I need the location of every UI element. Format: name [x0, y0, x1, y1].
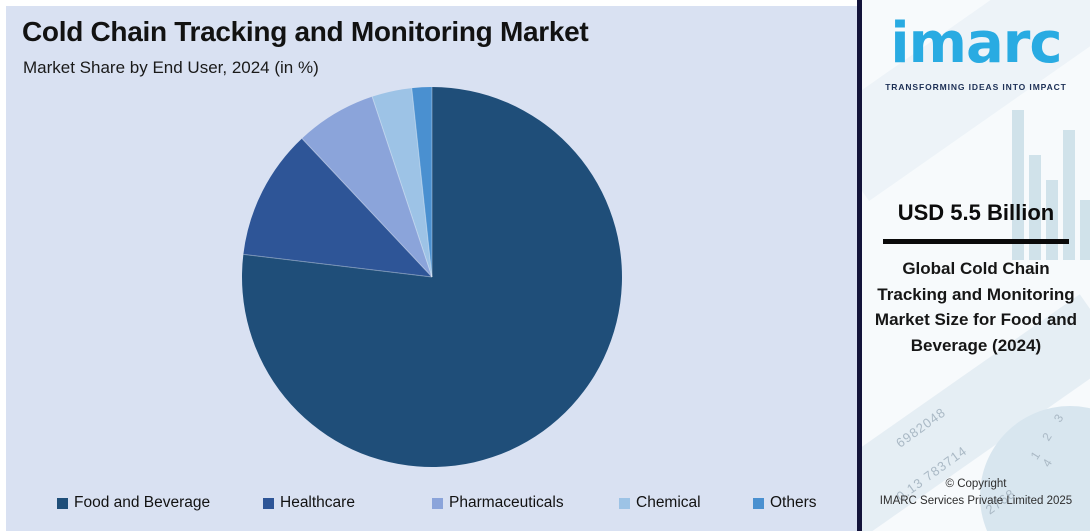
legend-swatch-pharmaceuticals [432, 498, 443, 509]
page-subtitle: Market Share by End User, 2024 (in %) [23, 58, 319, 77]
copyright: © Copyright IMARC Services Private Limit… [862, 476, 1090, 510]
stat-divider-rule [883, 239, 1069, 244]
pie-slice-separator [243, 253, 433, 278]
market-size-caption: Global Cold Chain Tracking and Monitorin… [874, 259, 1078, 355]
watermark-bar-chart [1012, 95, 1090, 260]
watermark-corner-shape [980, 406, 1090, 531]
imarc-logo: imarc [890, 11, 1062, 76]
legend-swatch-chemical [619, 498, 630, 509]
pie-slice-pharmaceuticals [301, 96, 432, 277]
pie-slice-separator [411, 88, 433, 278]
pie-slice-others [411, 87, 432, 277]
pie-slice-food-and-beverage [241, 87, 622, 467]
copyright-line1: © Copyright [945, 478, 1007, 490]
legend: Food and Beverage Healthcare Pharmaceuti… [6, 494, 857, 516]
page-title: Cold Chain Tracking and Monitoring Marke… [22, 16, 589, 47]
pie-slice-separator [301, 138, 433, 278]
copyright-line2: IMARC Services Private Limited 2025 [879, 495, 1073, 507]
legend-item-food-and-beverage: Food and Beverage [57, 494, 210, 512]
chart-panel: Cold Chain Tracking and Monitoring Marke… [6, 6, 857, 531]
side-panel: 6982048 0.13 783714 2768 1 2 3 4 imarc T… [862, 0, 1090, 531]
watermark-number: 6982048 [893, 404, 949, 451]
legend-label: Food and Beverage [74, 494, 211, 511]
legend-item-pharmaceuticals: Pharmaceuticals [432, 494, 564, 512]
pie-slice-healthcare [243, 138, 432, 277]
legend-item-healthcare: Healthcare [263, 494, 355, 512]
legend-label: Chemical [636, 494, 701, 511]
pie-slice-separator [371, 96, 433, 278]
watermark-number: 1 2 3 4 [1027, 406, 1070, 470]
legend-label: Healthcare [280, 494, 355, 511]
legend-swatch-others [753, 498, 764, 509]
legend-item-others: Others [753, 494, 817, 512]
market-size-value: USD 5.5 Billion [897, 200, 1055, 225]
legend-swatch-healthcare [263, 498, 274, 509]
pie-slice-chemical [372, 88, 432, 277]
pie-chart [241, 87, 622, 467]
legend-item-chemical: Chemical [619, 494, 701, 512]
panel-divider-strip [857, 0, 862, 531]
imarc-logo-block: imarc TRANSFORMING IDEAS INTO IMPACT [862, 4, 1090, 92]
legend-label: Pharmaceuticals [449, 494, 564, 511]
imarc-tagline: TRANSFORMING IDEAS INTO IMPACT [885, 82, 1067, 92]
legend-label: Others [770, 494, 817, 511]
legend-swatch-food-and-beverage [57, 498, 68, 509]
